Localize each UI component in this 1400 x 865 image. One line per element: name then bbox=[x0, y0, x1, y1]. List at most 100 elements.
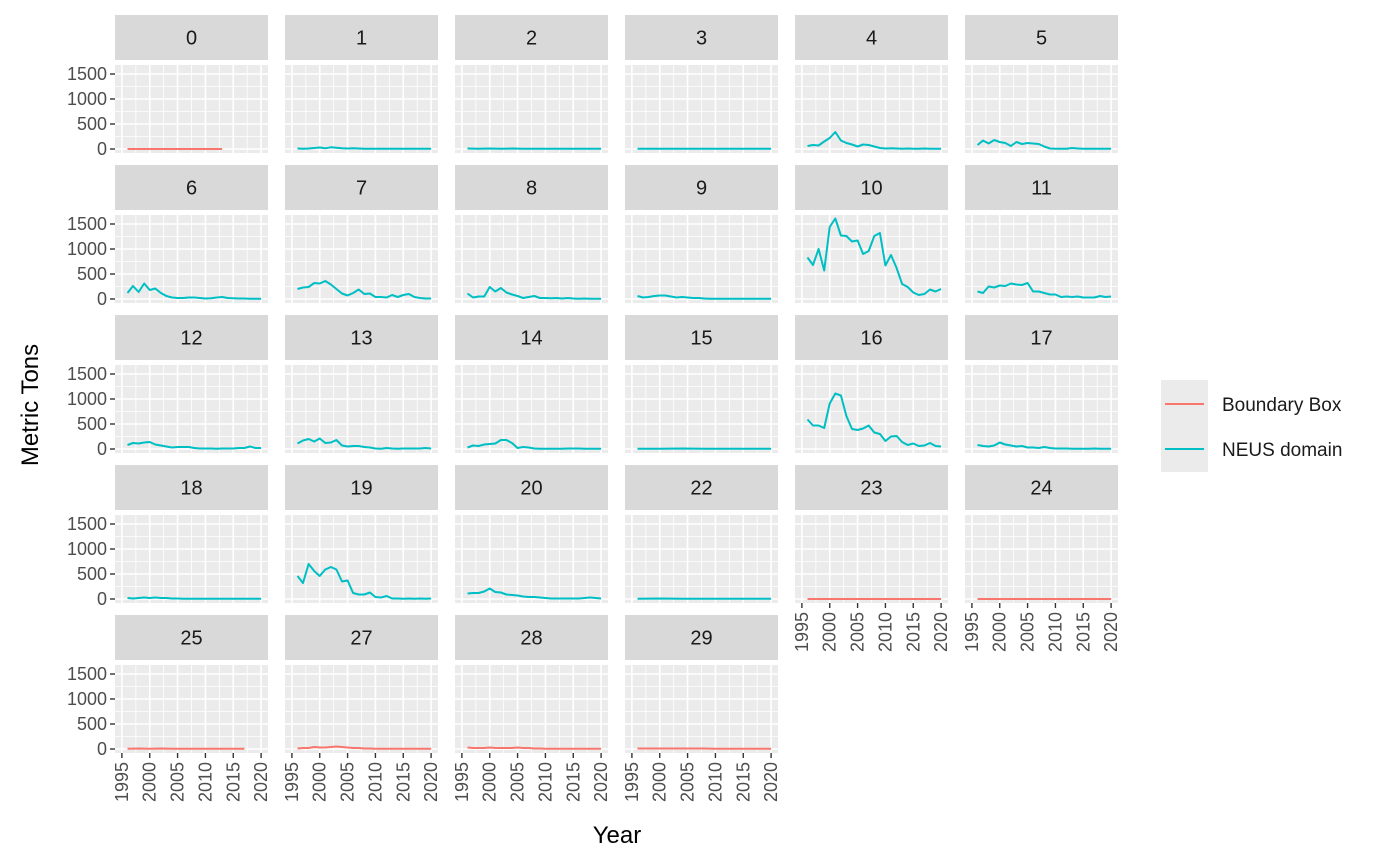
facet-panel-25: 25 0 500 1000 1500 1995 2000 2005 2010 2015 2020 bbox=[67, 615, 271, 802]
x-tick-label: 2020 bbox=[591, 762, 611, 802]
facet-panel-23: 23 1995 2000 2005 2010 2015 2020 bbox=[792, 465, 951, 652]
x-tick-label: 2005 bbox=[508, 762, 528, 802]
x-tick-label: 2005 bbox=[338, 762, 358, 802]
y-tick-label: 500 bbox=[77, 414, 107, 434]
facet-panel-10: 10 bbox=[795, 165, 948, 303]
facet-panel-29: 29 1995 2000 2005 2010 2015 2020 bbox=[622, 615, 781, 802]
x-tick-label: 1995 bbox=[622, 762, 642, 802]
facet-panel-18: 18 0 500 1000 1500 bbox=[67, 465, 268, 609]
y-tick-label: 1500 bbox=[67, 514, 107, 534]
facet-panel-27: 27 1995 2000 2005 2010 2015 2020 bbox=[282, 615, 441, 802]
y-tick-label: 1000 bbox=[67, 389, 107, 409]
y-tick-label: 0 bbox=[97, 139, 107, 159]
facet-strip-label: 7 bbox=[356, 178, 367, 200]
y-tick-label: 1500 bbox=[67, 364, 107, 384]
facet-strip bbox=[625, 465, 778, 510]
series-line-neus-domain bbox=[977, 282, 1112, 299]
facet-strip-label: 24 bbox=[1030, 478, 1052, 500]
y-tick-label: 1500 bbox=[67, 64, 107, 84]
facet-strip-label: 16 bbox=[860, 328, 882, 350]
x-tick-label: 2020 bbox=[421, 762, 441, 802]
series-line-neus-domain bbox=[127, 441, 262, 450]
x-tick-label: 2010 bbox=[705, 762, 725, 802]
x-tick-label: 1995 bbox=[452, 762, 472, 802]
facet-strip bbox=[625, 315, 778, 360]
facet-strip-label: 3 bbox=[696, 28, 707, 50]
facet-strip bbox=[965, 315, 1118, 360]
facet-strip-label: 0 bbox=[186, 28, 197, 50]
facet-strip bbox=[115, 315, 268, 360]
facet-panel-22: 22 bbox=[625, 465, 778, 603]
series-line-neus-domain bbox=[467, 587, 602, 600]
facet-strip bbox=[625, 615, 778, 660]
facet-panel-20: 20 bbox=[455, 465, 608, 603]
facet-strip-label: 29 bbox=[690, 628, 712, 650]
facet-panel-8: 8 bbox=[455, 165, 608, 303]
y-tick-label: 0 bbox=[97, 739, 107, 759]
x-tick-label: 2010 bbox=[365, 762, 385, 802]
series-line-neus-domain bbox=[637, 294, 772, 300]
facet-strip bbox=[115, 15, 268, 60]
facet-strip-label: 9 bbox=[696, 178, 707, 200]
x-tick-label: 2020 bbox=[1101, 612, 1121, 652]
series-line-neus-domain bbox=[807, 131, 942, 150]
facet-strip bbox=[285, 15, 438, 60]
series-line-neus-domain bbox=[466, 286, 602, 300]
x-tick-label: 2005 bbox=[168, 762, 188, 802]
facet-strip bbox=[285, 315, 438, 360]
facet-strip bbox=[285, 465, 438, 510]
x-tick-label: 2000 bbox=[820, 612, 840, 652]
facet-strip-label: 18 bbox=[180, 478, 202, 500]
facet-panel-12: 12 0 500 1000 1500 bbox=[67, 315, 268, 459]
series-line-neus-domain bbox=[977, 441, 1112, 450]
facet-strip bbox=[455, 465, 608, 510]
x-tick-label: 1995 bbox=[112, 762, 132, 802]
facet-panel-19: 19 bbox=[285, 465, 438, 603]
x-tick-label: 2000 bbox=[310, 762, 330, 802]
facet-strip bbox=[625, 165, 778, 210]
y-tick-label: 1500 bbox=[67, 214, 107, 234]
facet-strip-label: 6 bbox=[186, 178, 197, 200]
x-tick-label: 2020 bbox=[251, 762, 271, 802]
facet-strip bbox=[455, 615, 608, 660]
y-tick-label: 0 bbox=[97, 589, 107, 609]
x-tick-label: 2020 bbox=[761, 762, 781, 802]
facet-strip-label: 20 bbox=[520, 478, 542, 500]
y-tick-label: 1000 bbox=[67, 89, 107, 109]
facet-strip-label: 13 bbox=[350, 328, 372, 350]
x-tick-label: 2020 bbox=[931, 612, 951, 652]
x-tick-label: 2000 bbox=[140, 762, 160, 802]
series-line-neus-domain bbox=[126, 282, 262, 300]
facet-panel-0: 0 0 500 1000 1500 bbox=[67, 15, 268, 159]
facet-panel-24: 24 1995 2000 2005 2010 2015 2020 bbox=[962, 465, 1121, 652]
facet-strip bbox=[455, 315, 608, 360]
x-tick-label: 2005 bbox=[678, 762, 698, 802]
facet-strip-label: 4 bbox=[866, 28, 877, 50]
facet-strip-label: 5 bbox=[1036, 28, 1047, 50]
facet-panel-9: 9 bbox=[625, 165, 778, 303]
facet-strip-label: 10 bbox=[860, 178, 882, 200]
facet-strip-label: 14 bbox=[520, 328, 542, 350]
facet-strip bbox=[965, 165, 1118, 210]
series-line-neus-domain bbox=[296, 563, 432, 600]
facet-strip bbox=[115, 165, 268, 210]
facet-strip bbox=[965, 15, 1118, 60]
facet-panel-15: 15 bbox=[625, 315, 778, 453]
facet-panel-11: 11 bbox=[965, 165, 1118, 303]
facet-panel-3: 3 bbox=[625, 15, 778, 153]
y-tick-label: 1500 bbox=[67, 664, 107, 684]
facet-panel-16: 16 bbox=[795, 315, 948, 453]
x-tick-label: 2000 bbox=[990, 612, 1010, 652]
x-tick-label: 2010 bbox=[875, 612, 895, 652]
series-line-neus-domain bbox=[127, 596, 262, 600]
series-line-boundary-box bbox=[297, 745, 432, 750]
facet-strip bbox=[455, 15, 608, 60]
facet-strip bbox=[965, 465, 1118, 510]
facet-strip bbox=[795, 465, 948, 510]
series-line-neus-domain bbox=[976, 139, 1112, 150]
facet-panel-5: 5 bbox=[965, 15, 1118, 153]
legend-background bbox=[1161, 380, 1208, 472]
y-axis-title: Metric Tons bbox=[17, 344, 44, 466]
y-tick-label: 1000 bbox=[67, 689, 107, 709]
x-tick-label: 2005 bbox=[1018, 612, 1038, 652]
